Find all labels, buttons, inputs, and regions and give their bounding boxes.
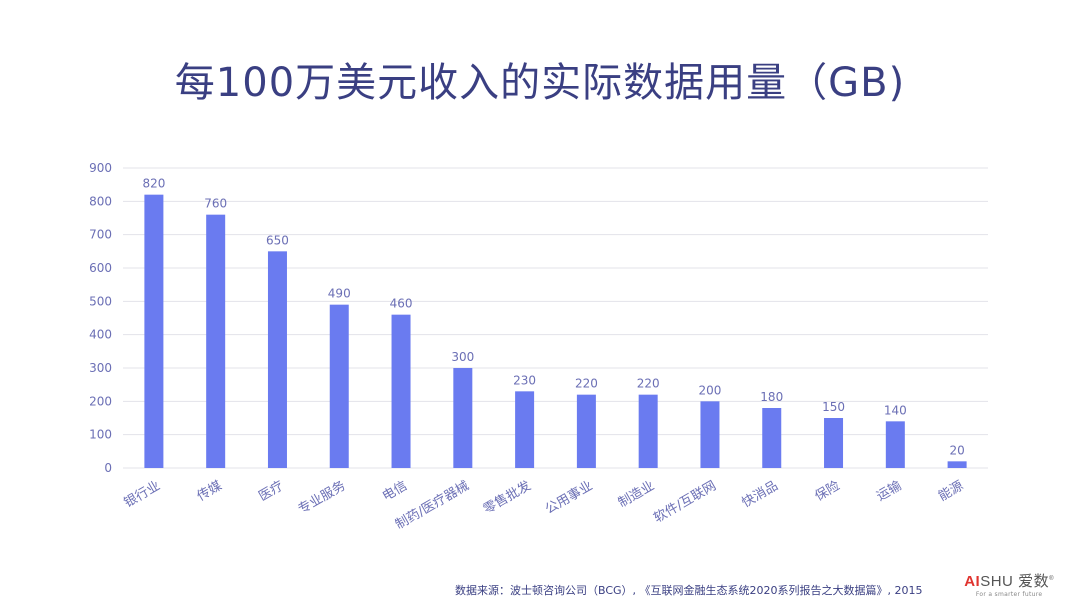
aishu-logo: AISHU 爱数® For a smarter future: [964, 570, 1054, 598]
bar: [329, 304, 349, 468]
y-tick-label: 0: [104, 461, 112, 475]
data-label: 150: [822, 400, 845, 414]
y-tick-label: 900: [89, 161, 112, 175]
x-tick-label: 零售批发: [481, 478, 534, 518]
x-tick-label: 运输: [874, 478, 905, 505]
bar: [206, 214, 226, 468]
data-label: 220: [637, 377, 660, 391]
logo-cn: 爱数: [1018, 573, 1050, 590]
x-tick-label: 公用事业: [543, 478, 596, 517]
bar: [638, 394, 658, 468]
y-tick-label: 300: [89, 361, 112, 375]
x-tick-label: 传媒: [195, 478, 225, 504]
bar: [391, 314, 411, 468]
data-label: 200: [699, 383, 722, 397]
bar: [453, 368, 473, 468]
data-label: 820: [142, 177, 165, 191]
logo-reg: ®: [1049, 576, 1054, 582]
data-label: 300: [451, 350, 474, 364]
data-label: 230: [513, 373, 536, 387]
x-tick-label: 软件/互联网: [651, 478, 719, 526]
logo-ai: AI: [964, 573, 981, 590]
data-label: 490: [328, 287, 351, 301]
data-label: 20: [949, 443, 964, 457]
x-tick-label: 银行业: [122, 478, 163, 510]
x-tick-label: 医疗: [256, 478, 286, 504]
data-label: 180: [760, 390, 783, 404]
y-tick-label: 100: [89, 428, 112, 442]
logo-tagline: For a smarter future: [975, 591, 1043, 598]
source-note: 数据来源：波士顿咨询公司（BCG）, 《互联网金融生态系统2020系列报告之大数…: [455, 584, 923, 597]
x-tick-label: 能源: [936, 478, 966, 504]
x-tick-label: 制造业: [616, 478, 657, 510]
bar: [700, 401, 720, 468]
bar: [947, 461, 967, 468]
x-tick-label: 专业服务: [295, 478, 348, 518]
y-tick-label: 700: [89, 228, 112, 242]
data-label: 140: [884, 403, 907, 417]
logo-shu: SHU: [980, 573, 1014, 590]
bar: [824, 418, 844, 468]
bar: [885, 421, 905, 468]
y-tick-label: 800: [89, 194, 112, 208]
bar: [144, 194, 164, 468]
bar: [267, 251, 287, 468]
chart-title: 每100万美元收入的实际数据用量（GB): [174, 60, 906, 106]
data-label: 220: [575, 377, 598, 391]
x-tick-label: 保险: [813, 478, 843, 504]
data-label: 460: [390, 297, 413, 311]
data-label: 760: [204, 197, 227, 211]
x-tick-label: 快消品: [739, 478, 780, 510]
y-tick-label: 400: [89, 328, 112, 342]
y-tick-label: 600: [89, 261, 112, 275]
bar: [515, 391, 535, 468]
y-tick-label: 200: [89, 394, 112, 408]
bar: [762, 408, 782, 468]
data-label: 650: [266, 233, 289, 247]
bar: [576, 394, 596, 468]
x-tick-label: 电信: [380, 478, 410, 504]
y-tick-label: 500: [89, 294, 112, 308]
